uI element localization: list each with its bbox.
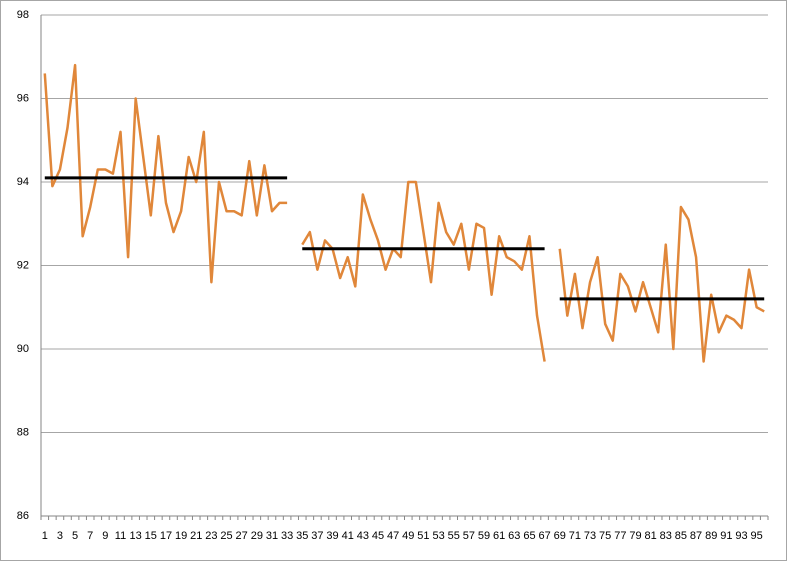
y-tick-label: 88 [17,426,29,438]
x-tick-label: 65 [523,530,535,542]
x-tick-label: 91 [720,530,732,542]
x-tick-label: 23 [205,530,217,542]
x-tick-label: 57 [463,530,475,542]
x-tick-label: 81 [644,530,656,542]
x-tick-label: 35 [296,530,308,542]
x-tick-label: 1 [42,530,48,542]
x-tick-label: 3 [57,530,63,542]
x-tick-label: 41 [342,530,354,542]
x-tick-label: 59 [478,530,490,542]
x-tick-label: 5 [72,530,78,542]
x-tick-label: 87 [690,530,702,542]
x-tick-label: 47 [387,530,399,542]
x-tick-label: 9 [102,530,108,542]
series-line [44,176,765,301]
y-tick-label: 92 [17,259,29,271]
x-tick-label: 29 [251,530,263,542]
x-tick-label: 55 [448,530,460,542]
x-tick-label: 21 [190,530,202,542]
x-tick-label: 75 [599,530,611,542]
x-tick-label: 71 [569,530,581,542]
x-tick-label: 53 [432,530,444,542]
x-tick-label: 39 [326,530,338,542]
x-tick-label: 45 [372,530,384,542]
x-tick-label: 73 [584,530,596,542]
x-tick-label: 69 [554,530,566,542]
x-tick-label: 63 [508,530,520,542]
x-tick-label: 51 [417,530,429,542]
x-tick-label: 27 [236,530,248,542]
x-tick-label: 43 [357,530,369,542]
y-tick-label: 98 [17,9,29,21]
x-tick-label: 61 [493,530,505,542]
y-tick-label: 94 [17,176,29,188]
x-tick-label: 95 [751,530,763,542]
y-tick-label: 96 [17,92,29,104]
x-tick-label: 7 [87,530,93,542]
x-tick-label: 89 [705,530,717,542]
x-tick-label: 83 [660,530,672,542]
x-tick-label: 11 [115,530,126,542]
x-tick-label: 25 [220,530,232,542]
y-tick-label: 86 [17,510,29,522]
x-tick-label: 67 [538,530,550,542]
x-tick-label: 31 [266,530,278,542]
y-tick-label: 90 [17,343,29,355]
x-tick-label: 49 [402,530,414,542]
x-tick-label: 85 [675,530,687,542]
x-tick-label: 15 [145,530,157,542]
x-tick-label: 37 [311,530,323,542]
x-tick-label: 33 [281,530,293,542]
x-tick-label: 19 [175,530,187,542]
x-tick-label: 79 [629,530,641,542]
x-tick-label: 17 [160,530,172,542]
x-tick-label: 77 [614,530,626,542]
x-tick-label: 93 [735,530,747,542]
x-tick-label: 13 [130,530,142,542]
